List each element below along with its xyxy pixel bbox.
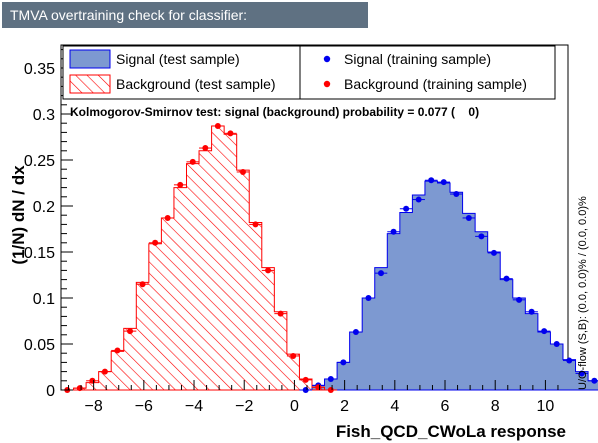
signal-train-point [478, 233, 485, 240]
background-test-histogram [61, 125, 338, 391]
y-axis-title: (1/N) dN / dx [9, 165, 28, 265]
background-train-point [89, 377, 96, 384]
signal-train-point [390, 228, 397, 235]
background-train-point [327, 387, 334, 393]
legend-label-signal-train: Signal (training sample) [344, 51, 491, 67]
background-train-point [177, 181, 184, 188]
legend-marker-background-train [323, 80, 331, 88]
y-tick-label: 0.3 [33, 107, 55, 124]
y-tick-label: 0 [46, 383, 55, 400]
x-tick-label: 8 [491, 398, 500, 415]
background-train-point [127, 328, 134, 335]
signal-train-point [566, 357, 573, 364]
background-train-point [252, 221, 259, 228]
y-axis: 0 0.05 0.1 0.15 0.2 0.25 0.3 0.35 [24, 49, 73, 400]
signal-train-point [578, 370, 585, 377]
signal-train-point [516, 296, 523, 303]
legend-box [62, 45, 556, 100]
signal-train-point [378, 270, 385, 277]
y-tick-label: 0.1 [33, 291, 55, 308]
signal-train-point [403, 205, 410, 212]
background-train-point [164, 214, 171, 221]
overflow-label: U/O-flow (S,B): (0.0, 0.0)% / (0.0, 0.0)… [577, 196, 589, 390]
y-tick-label: 0.2 [33, 199, 55, 216]
legend-label-background-train: Background (training sample) [344, 76, 527, 92]
signal-train-point [591, 377, 598, 384]
legend-swatch-signal-test [69, 49, 111, 69]
background-train-point [265, 267, 272, 274]
signal-train-point [440, 179, 447, 186]
y-tick-label: 0.05 [24, 337, 55, 354]
x-tick-label: −4 [185, 398, 203, 415]
legend-label-signal-test: Signal (test sample) [116, 51, 240, 67]
ks-test-text: Kolmogorov-Smirnov test: signal (backgro… [70, 105, 479, 119]
signal-train-point [302, 387, 309, 393]
signal-train-point [465, 214, 472, 221]
x-tick-label: 2 [340, 398, 349, 415]
signal-test-histogram [299, 180, 598, 391]
x-tick-label: −6 [135, 398, 153, 415]
signal-train-point [528, 308, 535, 315]
background-train-point [239, 168, 246, 175]
signal-train-point [541, 328, 548, 335]
background-train-point [277, 310, 284, 317]
signal-train-point [553, 341, 560, 347]
x-tick-label: 4 [390, 398, 399, 415]
x-tick-label: 10 [537, 398, 555, 415]
signal-train-point [340, 359, 347, 366]
background-train-point [101, 368, 108, 375]
signal-train-point [327, 375, 334, 382]
signal-train-point [352, 329, 359, 336]
x-tick-label: −8 [85, 398, 103, 415]
x-tick-label: 0 [290, 398, 299, 415]
signal-test-area [299, 180, 598, 391]
background-train-point [290, 352, 297, 359]
legend-swatch-background-test [69, 74, 111, 94]
x-tick-label: 6 [441, 398, 450, 415]
x-tick-label: −2 [235, 398, 253, 415]
signal-train-point [490, 249, 497, 256]
y-tick-label: 0.35 [24, 61, 55, 78]
background-train-point [227, 130, 234, 137]
background-test-area [61, 125, 338, 391]
background-train-point [114, 347, 121, 354]
background-train-point [76, 385, 83, 392]
background-train-point [152, 239, 159, 246]
y-tick-label: 0.25 [24, 153, 55, 170]
x-axis-title: Fish_QCD_CWoLa response [336, 422, 566, 441]
background-train-point [189, 158, 196, 165]
background-train-point [139, 281, 146, 288]
signal-train-point [415, 196, 422, 203]
x-axis: −8 −6 −4 −2 0 2 4 6 8 10 [68, 380, 559, 415]
y-tick-label: 0.15 [24, 245, 55, 262]
signal-train-point [365, 295, 372, 301]
signal-train-point [503, 275, 510, 282]
signal-train-point [428, 177, 435, 184]
background-training-points [61, 122, 338, 393]
legend-marker-signal-train [323, 55, 331, 63]
signal-train-point [453, 191, 460, 198]
legend-label-background-test: Background (test sample) [116, 76, 276, 92]
background-train-point [202, 145, 209, 152]
background-train-point [214, 122, 221, 129]
chart-title: TMVA overtraining check for classifier: … [2, 2, 368, 49]
background-train-point [315, 384, 322, 391]
background-train-point [302, 376, 309, 383]
